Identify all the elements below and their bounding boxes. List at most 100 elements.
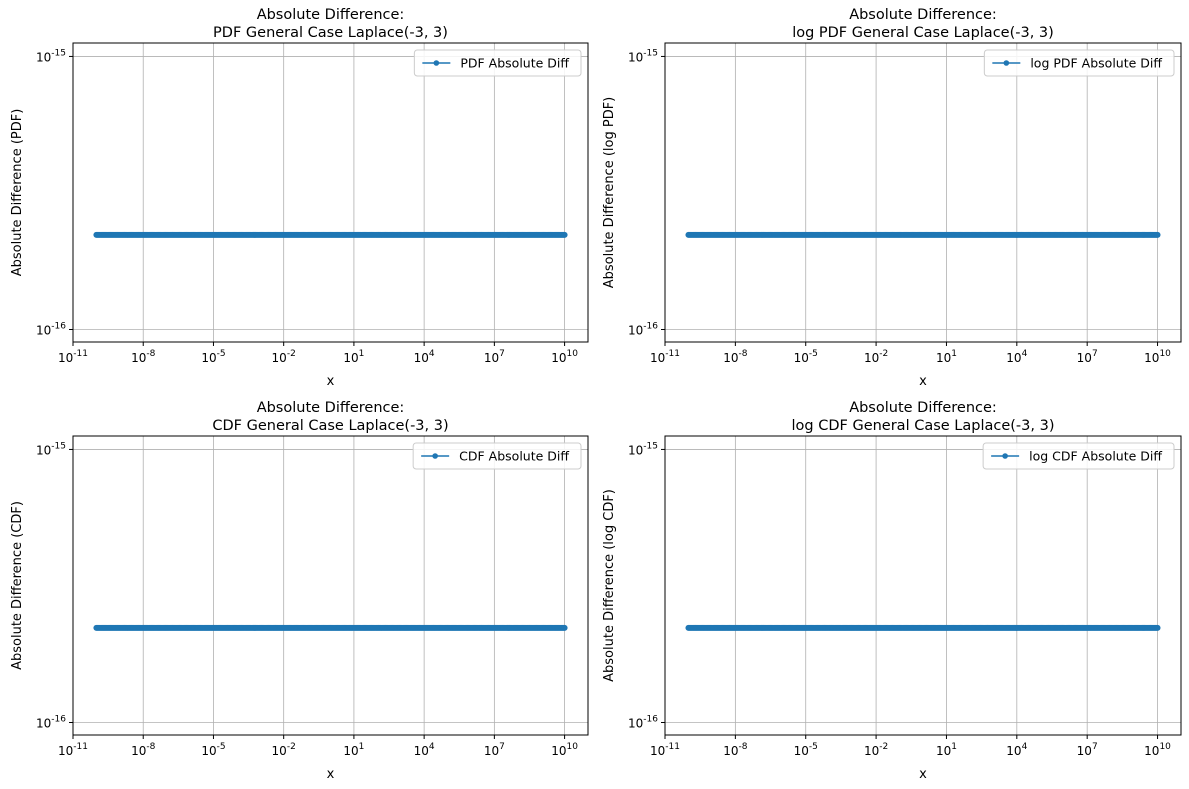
- x-tick-label: 104: [414, 349, 435, 365]
- tick-exponent: -11: [665, 742, 680, 752]
- tick-exponent: -15: [51, 48, 66, 58]
- tick-exponent: -15: [51, 441, 66, 451]
- tick-base: 10: [36, 50, 51, 64]
- data-point: [561, 231, 568, 238]
- tick-base: 10: [36, 717, 51, 731]
- tick-exponent: -2: [879, 742, 888, 752]
- tick-base: 10: [484, 351, 499, 365]
- legend-box: [983, 49, 1175, 77]
- axes-frame: [664, 435, 1182, 736]
- chart-title-line-1: Absolute Difference:: [849, 7, 997, 23]
- tick-exponent: 4: [1022, 349, 1028, 359]
- tick-base: 10: [936, 351, 951, 365]
- x-tick-label: 10-2: [272, 742, 296, 758]
- legend: PDF Absolute Diff: [413, 49, 582, 77]
- tick-base: 10: [936, 744, 951, 758]
- x-tick-label: 10-2: [864, 349, 888, 365]
- tick-base: 10: [1077, 744, 1092, 758]
- x-tick-label: 104: [1006, 742, 1027, 758]
- tick-base: 10: [1144, 744, 1159, 758]
- tick-exponent: -16: [51, 715, 66, 725]
- x-tick-label: 10-2: [864, 742, 888, 758]
- y-tick-label: 10-15: [628, 441, 658, 457]
- tick-base: 10: [650, 744, 665, 758]
- tick-exponent: -8: [146, 742, 155, 752]
- tick-exponent: 4: [429, 349, 435, 359]
- legend-marker: [432, 453, 438, 459]
- axes-frame: [664, 42, 1182, 343]
- tick-base: 10: [201, 351, 216, 365]
- legend: log PDF Absolute Diff: [983, 49, 1175, 77]
- legend-label: CDF Absolute Diff: [459, 449, 569, 464]
- tick-exponent: -16: [643, 715, 658, 725]
- x-tick-label: 10-8: [131, 742, 156, 758]
- x-tick-label: 10-5: [794, 742, 818, 758]
- tick-exponent: -8: [739, 742, 748, 752]
- tick-exponent: 1: [359, 349, 365, 359]
- x-tick-label: 107: [484, 349, 505, 365]
- x-tick-label: 1010: [551, 349, 578, 365]
- subplot-1: 10-11 10-8 10-5 10-2 101 104 107 101010-1610-15…: [10, 7, 589, 389]
- tick-exponent: 7: [499, 742, 505, 752]
- data-point: [1154, 231, 1161, 238]
- tick-exponent: 10: [1159, 742, 1171, 752]
- tick-base: 10: [723, 744, 738, 758]
- x-tick-label: 107: [484, 742, 505, 758]
- tick-base: 10: [131, 744, 146, 758]
- tick-exponent: 10: [567, 349, 579, 359]
- tick-exponent: 7: [499, 349, 505, 359]
- chart-title-line-1: Absolute Difference:: [257, 400, 405, 416]
- tick-exponent: -11: [73, 349, 88, 359]
- subplot-2: 10-11 10-8 10-5 10-2 101 104 107 101010-1610-15…: [602, 7, 1182, 389]
- x-tick-label: 10-11: [58, 742, 88, 758]
- y-axis-label: Absolute Difference (log PDF): [602, 97, 617, 289]
- tick-base: 10: [484, 744, 499, 758]
- x-tick-label: 107: [1077, 742, 1098, 758]
- tick-exponent: 7: [1092, 349, 1098, 359]
- tick-base: 10: [201, 744, 216, 758]
- x-tick-label: 10-2: [272, 349, 296, 365]
- x-tick-label: 10-11: [650, 742, 680, 758]
- tick-exponent: -2: [879, 349, 888, 359]
- chart-title-line-2: PDF General Case Laplace(-3, 3): [213, 25, 448, 41]
- x-tick-label: 101: [343, 349, 364, 365]
- y-tick-label: 10-15: [628, 48, 658, 64]
- y-axis-label: Absolute Difference (PDF): [10, 109, 25, 277]
- tick-base: 10: [1144, 351, 1159, 365]
- tick-base: 10: [1006, 744, 1021, 758]
- tick-exponent: 1: [359, 742, 365, 752]
- legend-marker: [1003, 60, 1010, 66]
- tick-base: 10: [628, 324, 643, 338]
- tick-base: 10: [551, 744, 566, 758]
- tick-base: 10: [723, 351, 738, 365]
- tick-base: 10: [794, 744, 809, 758]
- tick-base: 10: [36, 324, 51, 338]
- tick-base: 10: [343, 744, 358, 758]
- tick-base: 10: [1077, 351, 1092, 365]
- data-point: [1154, 624, 1161, 631]
- x-tick-label: 10-11: [58, 349, 88, 365]
- legend-label: log PDF Absolute Diff: [1030, 56, 1162, 71]
- x-tick-label: 10-5: [201, 742, 225, 758]
- tick-exponent: -8: [739, 349, 748, 359]
- tick-exponent: -11: [665, 349, 680, 359]
- x-axis-label: x: [327, 374, 335, 389]
- tick-exponent: 10: [1159, 349, 1171, 359]
- tick-exponent: -15: [643, 441, 658, 451]
- tick-exponent: -5: [217, 742, 226, 752]
- x-tick-label: 1010: [1144, 349, 1171, 365]
- legend-label: PDF Absolute Diff: [460, 56, 569, 71]
- y-tick-label: 10-16: [628, 322, 658, 338]
- x-tick-label: 10-5: [201, 349, 225, 365]
- tick-exponent: -16: [643, 322, 658, 332]
- x-tick-label: 104: [1006, 349, 1027, 365]
- legend-label: log CDF Absolute Diff: [1029, 449, 1162, 464]
- x-tick-label: 1010: [1144, 742, 1171, 758]
- tick-exponent: 4: [1022, 742, 1028, 752]
- tick-exponent: -2: [287, 742, 296, 752]
- x-axis-label: x: [919, 374, 927, 389]
- tick-base: 10: [650, 351, 665, 365]
- tick-exponent: 1: [951, 742, 957, 752]
- tick-base: 10: [58, 744, 73, 758]
- legend-box: [413, 49, 582, 77]
